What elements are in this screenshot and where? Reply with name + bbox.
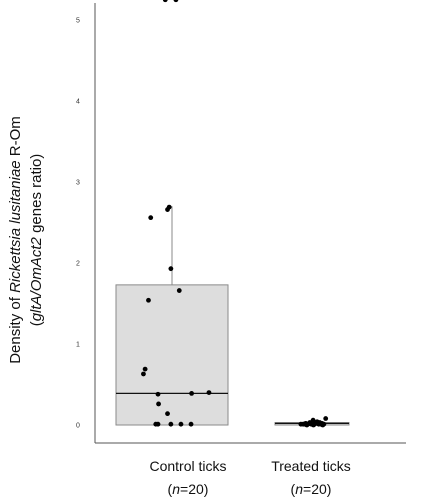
point-0-18 bbox=[178, 421, 184, 427]
y-tick-label-0: 0 bbox=[76, 423, 80, 430]
point-0-14 bbox=[165, 411, 170, 417]
y-tick-label-5: 5 bbox=[76, 18, 80, 25]
y-label-paren: ( bbox=[28, 321, 45, 326]
n-symbol-treated: n bbox=[295, 481, 303, 497]
y-label-genes: gltA/OmAct2 bbox=[28, 236, 45, 321]
point-0-4 bbox=[148, 215, 154, 221]
point-0-8 bbox=[142, 366, 148, 372]
y-axis-ticks: 0 1 2 3 4 5 bbox=[76, 18, 406, 444]
point-0-13 bbox=[156, 401, 161, 407]
n-value-control: =20) bbox=[180, 481, 208, 497]
point-0-11 bbox=[155, 391, 161, 397]
category-label-control: Control ticks bbox=[149, 458, 226, 474]
point-0-1 bbox=[173, 0, 179, 3]
boxes bbox=[115, 206, 350, 426]
point-0-12 bbox=[189, 391, 195, 396]
point-0-10 bbox=[206, 390, 212, 395]
point-0-6 bbox=[176, 288, 182, 293]
y-tick-label-4: 4 bbox=[76, 99, 80, 106]
box-0-iqr bbox=[115, 284, 229, 426]
point-1-0 bbox=[323, 416, 329, 421]
category-label-treated: Treated ticks bbox=[271, 458, 351, 474]
y-label-species: Rickettsia lusitaniae bbox=[7, 160, 24, 293]
point-0-9 bbox=[141, 371, 146, 377]
point-0-3 bbox=[165, 207, 170, 212]
point-0-19 bbox=[188, 421, 194, 427]
data-points bbox=[141, 0, 329, 428]
y-label-suffix: R-Om bbox=[7, 116, 24, 160]
point-0-5 bbox=[168, 266, 174, 272]
category-n-control: (n=20) bbox=[168, 481, 209, 497]
n-open-control: ( bbox=[168, 481, 173, 497]
category-n-treated: (n=20) bbox=[291, 481, 332, 497]
y-tick-label-3: 3 bbox=[76, 180, 80, 187]
y-tick-label-2: 2 bbox=[76, 261, 80, 268]
y-axis-label-line1: Density of Rickettsia lusitaniae R-Om bbox=[7, 116, 24, 364]
point-0-0 bbox=[162, 0, 168, 3]
n-value-treated: =20) bbox=[303, 481, 331, 497]
n-open-treated: ( bbox=[291, 481, 296, 497]
y-tick-label-1: 1 bbox=[76, 342, 80, 349]
point-1-18 bbox=[311, 422, 316, 428]
point-0-7 bbox=[146, 297, 151, 303]
y-label-prefix: Density of bbox=[7, 293, 24, 364]
n-symbol-control: n bbox=[172, 481, 180, 497]
y-axis-label: Density of Rickettsia lusitaniae R-Om (g… bbox=[7, 116, 45, 364]
y-axis-label-line2: (gltA/OmAct2 genes ratio) bbox=[28, 154, 45, 327]
point-0-16 bbox=[155, 421, 161, 427]
point-1-17 bbox=[304, 422, 310, 428]
y-label-ratio: genes ratio) bbox=[28, 154, 45, 237]
point-1-19 bbox=[320, 422, 326, 428]
point-0-17 bbox=[168, 421, 174, 427]
point-1-1 bbox=[310, 417, 316, 423]
